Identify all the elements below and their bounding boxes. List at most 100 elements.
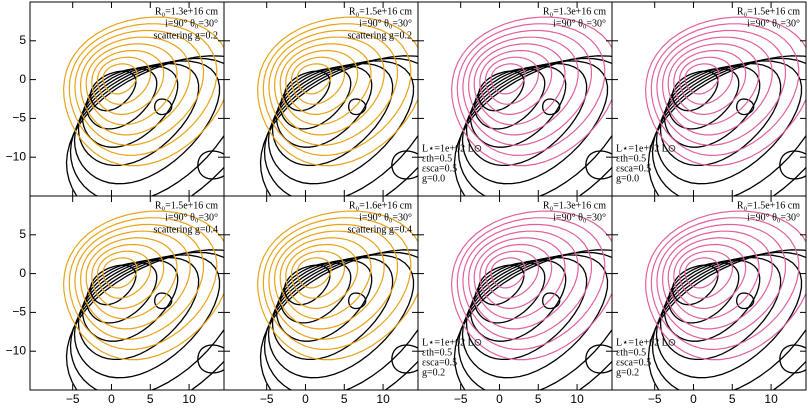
contour-black <box>469 65 567 148</box>
contour-model <box>296 63 332 95</box>
contour-black <box>348 98 367 116</box>
y-tick-label: −5 <box>12 305 26 319</box>
contour-model <box>285 49 359 115</box>
contour-model <box>673 243 747 309</box>
contour-black <box>651 251 806 390</box>
contour-black <box>263 57 418 196</box>
contour-model <box>473 43 566 126</box>
contour-black <box>259 249 418 390</box>
x-tick-label: 0 <box>108 392 115 406</box>
annotation: R₀=1.5e+16 cm <box>155 200 218 211</box>
x-tick-label: 10 <box>182 392 196 406</box>
contour-model <box>684 257 720 289</box>
annotation: i=90° θ₀=30° <box>359 18 412 29</box>
x-tick-label: 5 <box>729 392 736 406</box>
contour-model <box>273 36 385 136</box>
annotation: R₀=1.3e+16 cm <box>155 6 218 17</box>
contour-black <box>659 256 782 361</box>
contour-model <box>667 43 760 126</box>
x-tick-label: 10 <box>376 392 390 406</box>
contour-model <box>479 243 553 309</box>
annotation: scattering g=0.4 <box>347 224 412 235</box>
contour-model <box>490 257 526 289</box>
contour-black <box>647 55 806 196</box>
parameter-note: εsca=0.5 <box>616 357 651 368</box>
contour-model <box>290 56 346 105</box>
contour-black <box>348 292 367 310</box>
contour-model <box>467 36 579 136</box>
contour-model <box>68 217 218 351</box>
contour-model <box>473 237 566 320</box>
contour-model <box>102 63 138 95</box>
y-tick-label: −10 <box>6 149 27 163</box>
annotation: scattering g=0.4 <box>153 224 218 235</box>
contour-model <box>290 250 346 299</box>
parameter-note: L⋆=1e+02 L⊙ <box>422 143 482 154</box>
parameter-note: εsca=0.5 <box>616 163 651 174</box>
contour-model <box>684 63 720 95</box>
contour-black <box>81 65 179 148</box>
contour-model <box>268 223 399 340</box>
contour-black <box>461 254 609 379</box>
contour-black <box>81 259 179 342</box>
contour-model <box>479 49 553 115</box>
panel <box>644 16 806 196</box>
contour-black <box>279 261 352 324</box>
x-tick-label: −5 <box>260 392 274 406</box>
contour-black <box>453 55 612 196</box>
contour-model <box>644 210 806 361</box>
contour-model <box>450 210 612 361</box>
x-tick-label: 5 <box>535 392 542 406</box>
contour-model <box>644 16 806 167</box>
contour-model <box>656 223 787 340</box>
contour-black <box>275 259 373 342</box>
contour-black <box>271 256 394 361</box>
contour-model <box>279 43 372 126</box>
contour-model <box>85 237 178 320</box>
contour-model <box>91 49 165 115</box>
contour-black <box>736 98 755 116</box>
annotation: R₀=1.6e+16 cm <box>349 200 412 211</box>
parameter-note: εsca=0.5 <box>422 163 457 174</box>
contour-black <box>154 98 173 116</box>
annotation: i=90° θ₀=30° <box>165 18 218 29</box>
panel <box>62 210 224 390</box>
parameter-note: εsca=0.5 <box>422 357 457 368</box>
contour-black <box>667 261 740 324</box>
contour-model <box>661 230 773 330</box>
panel <box>644 210 806 390</box>
contour-black <box>391 150 418 180</box>
contour-black <box>197 344 224 374</box>
y-tick-label: −5 <box>12 111 26 125</box>
parameter-note: εth=0.5 <box>422 347 452 358</box>
contour-black <box>659 62 782 167</box>
x-tick-label: 10 <box>570 392 584 406</box>
contour-black <box>667 67 740 130</box>
contour-black <box>65 249 224 390</box>
contour-model <box>85 43 178 126</box>
contour-model <box>678 56 734 105</box>
contour-black <box>585 150 612 180</box>
contour-model <box>62 16 224 167</box>
contour-model <box>673 49 747 115</box>
contour-model <box>273 230 385 330</box>
contour-black <box>461 60 609 185</box>
parameter-note: g=0.0 <box>616 173 639 184</box>
annotation: R₀=1.5e+16 cm <box>737 6 800 17</box>
contour-black <box>655 60 803 185</box>
parameter-note: g=0.2 <box>616 367 639 378</box>
contour-black <box>736 292 755 310</box>
contour-black <box>542 292 561 310</box>
contour-black <box>65 55 224 196</box>
parameter-note: L⋆=1e+02 L⊙ <box>616 143 676 154</box>
contour-model <box>296 257 332 289</box>
annotation: scattering g=0.2 <box>153 30 218 41</box>
y-tick-label: 0 <box>19 72 26 86</box>
contour-black <box>779 150 806 180</box>
contour-model <box>91 243 165 309</box>
annotation: scattering g=0.2 <box>347 30 412 41</box>
contour-black <box>473 67 546 130</box>
x-tick-label: 10 <box>764 392 778 406</box>
contour-black <box>542 98 561 116</box>
